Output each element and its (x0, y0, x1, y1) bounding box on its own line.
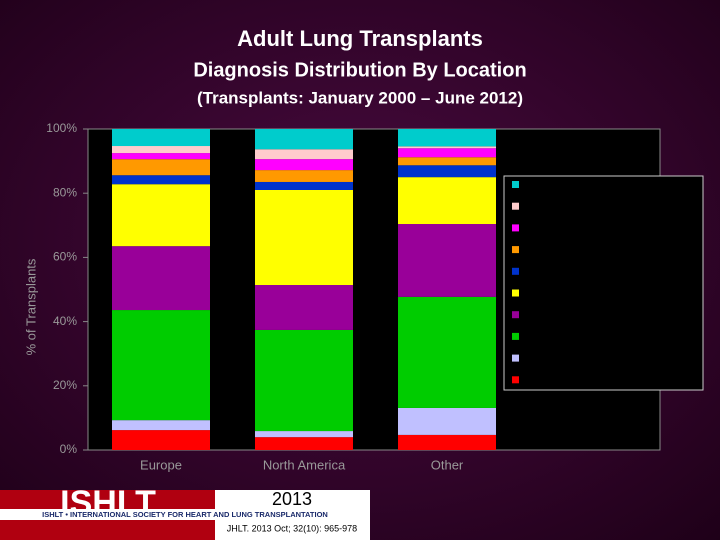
y-tick-label: 20% (53, 378, 77, 392)
bar-segment (255, 149, 353, 160)
legend-swatch (512, 202, 519, 210)
bar-segment (112, 159, 210, 176)
legend-swatch (512, 224, 519, 232)
legend-swatch (512, 246, 519, 254)
bar-segment (112, 153, 210, 160)
bar-segment (112, 420, 210, 431)
bar-segment (398, 434, 496, 450)
legend-swatch (512, 311, 519, 319)
bar-segment (255, 437, 353, 450)
x-tick-label: Europe (140, 457, 182, 472)
y-tick-label: 0% (60, 442, 78, 456)
bar-segment (112, 175, 210, 185)
bar-segment (255, 329, 353, 432)
bar-segment (112, 184, 210, 247)
bar-segment (398, 296, 496, 408)
bar-segment (398, 146, 496, 149)
chart-subtitle: Diagnosis Distribution By Location (193, 59, 526, 81)
year: 2013 (272, 489, 312, 509)
legend-swatch (512, 332, 519, 340)
bar-segment (112, 246, 210, 311)
year-box (215, 490, 370, 509)
bar-segment (398, 157, 496, 166)
bar-segment (398, 165, 496, 178)
bar-segment (255, 181, 353, 190)
y-tick-label: 40% (53, 314, 77, 328)
citation: JHLT. 2013 Oct; 32(10): 965-978 (227, 523, 357, 533)
bar-segment (255, 285, 353, 330)
bar-segment (112, 430, 210, 450)
legend (503, 175, 704, 391)
legend-swatch (512, 267, 519, 275)
y-axis-label: % of Transplants (23, 258, 38, 355)
chart-subtitle: (Transplants: January 2000 – June 2012) (197, 88, 523, 107)
bar-segment (112, 310, 210, 421)
bar-segment (255, 129, 353, 150)
chart-title: Adult Lung Transplants (237, 26, 483, 51)
bar-segment (398, 407, 496, 435)
bar-segment (398, 129, 496, 147)
legend-swatch (512, 289, 519, 297)
y-tick-label: 80% (53, 185, 77, 199)
bar-segment (398, 148, 496, 158)
y-tick-label: 100% (46, 121, 77, 135)
society-name: ISHLT • INTERNATIONAL SOCIETY FOR HEART … (42, 510, 328, 519)
bar-segment (255, 159, 353, 171)
bar-segment (112, 146, 210, 154)
y-tick-label: 60% (53, 250, 77, 264)
banner (0, 509, 370, 520)
legend-swatch (512, 354, 519, 362)
bar-segment (255, 431, 353, 438)
bar-segment (398, 224, 496, 297)
legend-swatch (512, 181, 519, 188)
x-tick-label: Other (431, 457, 464, 472)
bar-segment (255, 189, 353, 286)
bar-segment (255, 170, 353, 182)
x-tick-label: North America (263, 457, 346, 472)
bar-segment (112, 129, 210, 147)
bar-segment (398, 177, 496, 225)
legend-swatch (512, 376, 519, 384)
citation-box (215, 520, 370, 540)
